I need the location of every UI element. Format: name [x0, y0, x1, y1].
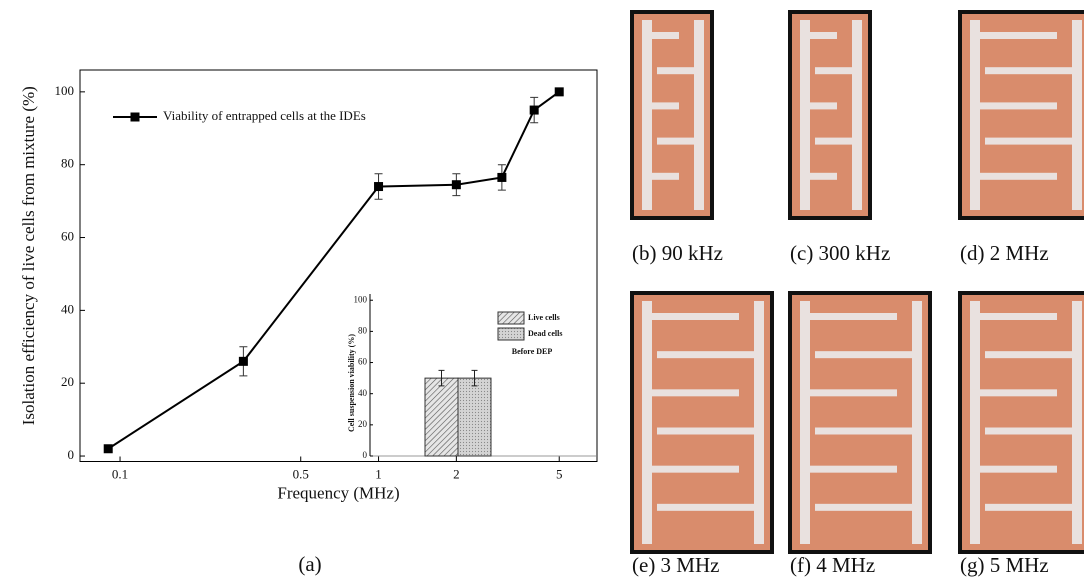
- data-point: [497, 172, 507, 182]
- electrode-finger: [815, 67, 852, 75]
- panel-caption: (c) 300 kHz: [790, 241, 890, 265]
- data-point: [451, 180, 461, 190]
- panel-caption: (b) 90 kHz: [632, 241, 723, 265]
- inset-y-tick-label: 20: [358, 419, 368, 429]
- electrode-finger: [815, 503, 912, 511]
- x-tick-label: 1: [375, 466, 382, 481]
- y-axis-label: Isolation efficiency of live cells from …: [19, 86, 38, 425]
- inset-error-bar: [471, 369, 478, 387]
- electrode-spine: [970, 20, 980, 210]
- data-point: [374, 182, 384, 192]
- micrograph: [958, 10, 1084, 220]
- electrode-finger: [800, 313, 897, 320]
- electrode-finger: [800, 32, 837, 39]
- electrode-spine: [1072, 20, 1082, 210]
- inset-bar: [424, 377, 459, 457]
- inset-legend-label: Live cells: [528, 313, 560, 322]
- inset-legend-swatch: [497, 327, 525, 341]
- data-line: [107, 91, 560, 450]
- panel-caption: (a): [298, 552, 321, 576]
- electrode-finger: [657, 67, 694, 75]
- electrode-finger: [985, 427, 1072, 435]
- y-tick-label: 0: [68, 447, 75, 462]
- inset-legend-label: Dead cells: [528, 329, 562, 338]
- electrode-finger: [642, 389, 739, 397]
- electrode-finger: [642, 32, 679, 39]
- electrode-spine: [852, 20, 862, 210]
- electrode-spine: [754, 301, 764, 544]
- x-axis-label: Frequency (MHz): [277, 483, 399, 502]
- electrode-finger: [657, 427, 754, 435]
- y-tick-label: 20: [61, 374, 74, 389]
- data-point: [103, 444, 113, 454]
- panel-caption: (d) 2 MHz: [960, 241, 1049, 265]
- electrode-finger: [642, 172, 679, 180]
- electrode-finger: [657, 137, 694, 145]
- electrode-spine: [800, 301, 810, 544]
- electrode-finger: [970, 102, 1057, 110]
- electrode-finger: [985, 503, 1072, 511]
- panel-caption: (e) 3 MHz: [632, 553, 719, 577]
- inset-y-tick-label: 60: [358, 357, 368, 367]
- electrode-spine: [800, 20, 810, 210]
- electrode-finger: [642, 465, 739, 473]
- x-tick-label: 5: [556, 466, 563, 481]
- inset-y-tick-label: 40: [358, 388, 368, 398]
- inset-annotation: Before DEP: [512, 347, 553, 356]
- electrode-spine: [694, 20, 704, 210]
- inset-y-tick-label: 100: [354, 294, 368, 304]
- inset-y-axis-label: Cell suspension viability (%): [347, 334, 356, 432]
- plot-frame: [79, 69, 598, 462]
- micrograph: [630, 291, 774, 554]
- electrode-finger: [985, 351, 1072, 359]
- y-tick-label: 40: [61, 301, 74, 316]
- panel-caption: (g) 5 MHz: [960, 553, 1049, 577]
- legend-marker: [130, 112, 140, 122]
- electrode-finger: [800, 102, 837, 110]
- y-tick-label: 80: [61, 156, 74, 171]
- x-tick-label: 2: [453, 466, 460, 481]
- electrode-finger: [815, 351, 912, 359]
- electrode-finger: [657, 351, 754, 359]
- electrode-finger: [970, 389, 1057, 397]
- electrode-finger: [985, 137, 1072, 145]
- inset-bar: [457, 377, 492, 457]
- legend-label: Viability of entrapped cells at the IDEs: [163, 108, 366, 123]
- electrode-finger: [815, 427, 912, 435]
- x-tick-label: 0.1: [112, 466, 128, 481]
- electrode-finger: [800, 465, 897, 473]
- data-point: [238, 356, 248, 366]
- panel-caption: (f) 4 MHz: [790, 553, 875, 577]
- y-tick-label: 100: [55, 83, 75, 98]
- electrode-spine: [642, 301, 652, 544]
- x-tick-label: 0.5: [293, 466, 309, 481]
- data-point: [529, 105, 539, 115]
- inset-y-tick-label: 0: [363, 450, 368, 460]
- electrode-finger: [815, 137, 852, 145]
- electrode-spine: [912, 301, 922, 544]
- electrode-finger: [970, 313, 1057, 320]
- electrode-spine: [642, 20, 652, 210]
- electrode-finger: [642, 102, 679, 110]
- electrode-finger: [970, 32, 1057, 39]
- electrode-spine: [970, 301, 980, 544]
- electrode-finger: [985, 67, 1072, 75]
- y-tick-label: 60: [61, 229, 74, 244]
- electrode-finger: [642, 313, 739, 320]
- micrograph: [788, 291, 932, 554]
- inset-y-tick-label: 80: [358, 325, 368, 335]
- inset-error-bar: [438, 369, 445, 387]
- electrode-finger: [970, 172, 1057, 180]
- electrode-spine: [1072, 301, 1082, 544]
- inset-legend-swatch: [497, 311, 525, 325]
- electrode-finger: [970, 465, 1057, 473]
- electrode-finger: [657, 503, 754, 511]
- electrode-finger: [800, 389, 897, 397]
- electrode-finger: [800, 172, 837, 180]
- data-point: [554, 87, 564, 97]
